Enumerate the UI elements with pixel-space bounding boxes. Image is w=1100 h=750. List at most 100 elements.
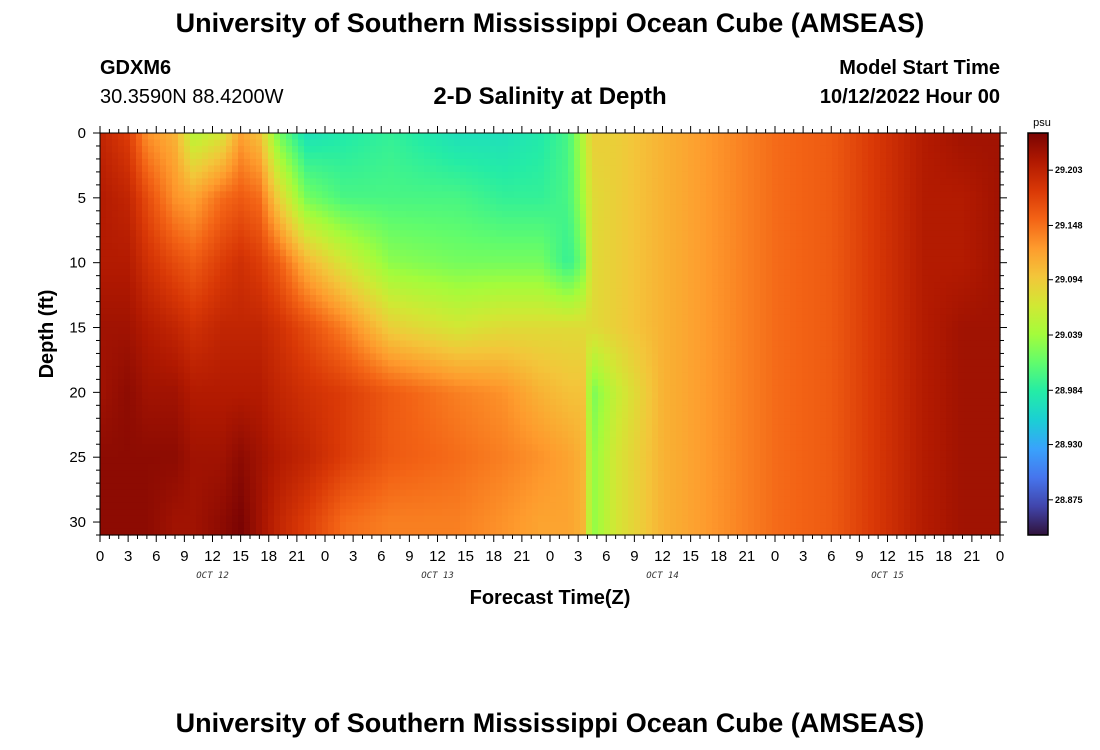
heatmap-cell [412, 321, 419, 329]
heatmap-cell [730, 256, 737, 264]
heatmap-cell [154, 223, 161, 231]
heatmap-cell [328, 236, 335, 244]
heatmap-cell [592, 340, 599, 348]
heatmap-cell [202, 158, 209, 167]
heatmap-cell [754, 171, 761, 179]
heatmap-cell [538, 223, 545, 231]
heatmap-cell [352, 178, 359, 186]
heatmap-cell [958, 133, 965, 141]
heatmap-cell [742, 178, 749, 186]
heatmap-cell [454, 256, 461, 264]
heatmap-cell [616, 243, 623, 251]
heatmap-cell [214, 269, 221, 277]
heatmap-cell [310, 275, 317, 283]
heatmap-cell [424, 139, 431, 147]
heatmap-cell [394, 321, 401, 329]
heatmap-cell [952, 249, 959, 257]
heatmap-cell [346, 171, 353, 179]
heatmap-cell [310, 327, 317, 335]
heatmap-cell [172, 295, 179, 303]
heatmap-cell [394, 230, 401, 238]
heatmap-cell [760, 133, 767, 141]
heatmap-cell [310, 217, 317, 225]
heatmap-cell [286, 314, 293, 322]
heatmap-cell [832, 314, 839, 322]
heatmap-cell [928, 171, 935, 179]
heatmap-cell [352, 308, 359, 316]
heatmap-cell [388, 249, 395, 257]
heatmap-cell [946, 301, 953, 309]
heatmap-cell [652, 314, 659, 322]
heatmap-cell [856, 269, 863, 277]
heatmap-cell [370, 230, 377, 238]
heatmap-cell [556, 262, 563, 270]
heatmap-cell [454, 340, 461, 348]
heatmap-cell [214, 178, 221, 186]
heatmap-cell [778, 236, 785, 244]
heatmap-cell [496, 340, 503, 348]
heatmap-cell [322, 165, 329, 173]
heatmap-cell [856, 171, 863, 179]
heatmap-cell [934, 158, 941, 167]
heatmap-cell [436, 243, 443, 251]
heatmap-cell [616, 217, 623, 225]
heatmap-cell [790, 133, 797, 141]
heatmap-cell [268, 314, 275, 322]
heatmap-cell [874, 262, 881, 270]
heatmap-cell [568, 152, 575, 160]
heatmap-cell [208, 152, 215, 160]
heatmap-cell [370, 334, 377, 342]
heatmap-cell [316, 275, 323, 283]
heatmap-cell [976, 243, 983, 251]
heatmap-cell [580, 158, 587, 167]
heatmap-cell [124, 133, 131, 141]
heatmap-cell [520, 262, 527, 270]
heatmap-cell [424, 269, 431, 277]
heatmap-cell [256, 249, 263, 257]
heatmap-cell [874, 269, 881, 277]
heatmap-cell [964, 217, 971, 225]
heatmap-cell [466, 139, 473, 147]
heatmap-cell [700, 171, 707, 179]
heatmap-cell [334, 256, 341, 264]
heatmap-cell [682, 139, 689, 147]
heatmap-cell [820, 217, 827, 225]
heatmap-cell [244, 321, 251, 329]
heatmap-cell [232, 340, 239, 348]
heatmap-cell [940, 256, 947, 264]
heatmap-cell [232, 152, 239, 160]
heatmap-cell [994, 158, 1001, 167]
heatmap-cell [754, 249, 761, 257]
heatmap-cell [328, 210, 335, 218]
heatmap-cell [448, 210, 455, 218]
heatmap-cell [202, 139, 209, 147]
heatmap-cell [538, 275, 545, 283]
heatmap-cell [538, 327, 545, 335]
heatmap-cell [694, 288, 701, 296]
heatmap-cell [982, 223, 989, 231]
heatmap-cell [112, 295, 119, 303]
heatmap-cell [484, 204, 491, 212]
heatmap-cell [334, 321, 341, 329]
heatmap-cell [814, 269, 821, 277]
heatmap-cell [994, 204, 1001, 212]
heatmap-cell [814, 282, 821, 290]
heatmap-cell [682, 197, 689, 205]
heatmap-cell [664, 145, 671, 154]
heatmap-cell [880, 197, 887, 205]
heatmap-cell [706, 230, 713, 238]
heatmap-cell [886, 321, 893, 329]
heatmap-cell [382, 243, 389, 251]
heatmap-cell [106, 158, 113, 167]
heatmap-cell [706, 152, 713, 160]
heatmap-cell [202, 210, 209, 218]
heatmap-cell [280, 184, 287, 192]
heatmap-cell [226, 171, 233, 179]
heatmap-cell [700, 243, 707, 251]
heatmap-cell [184, 327, 191, 335]
heatmap-cell [628, 308, 635, 316]
heatmap-cell [616, 340, 623, 348]
heatmap-cell [400, 230, 407, 238]
heatmap-cell [604, 243, 611, 251]
heatmap-cell [868, 178, 875, 186]
